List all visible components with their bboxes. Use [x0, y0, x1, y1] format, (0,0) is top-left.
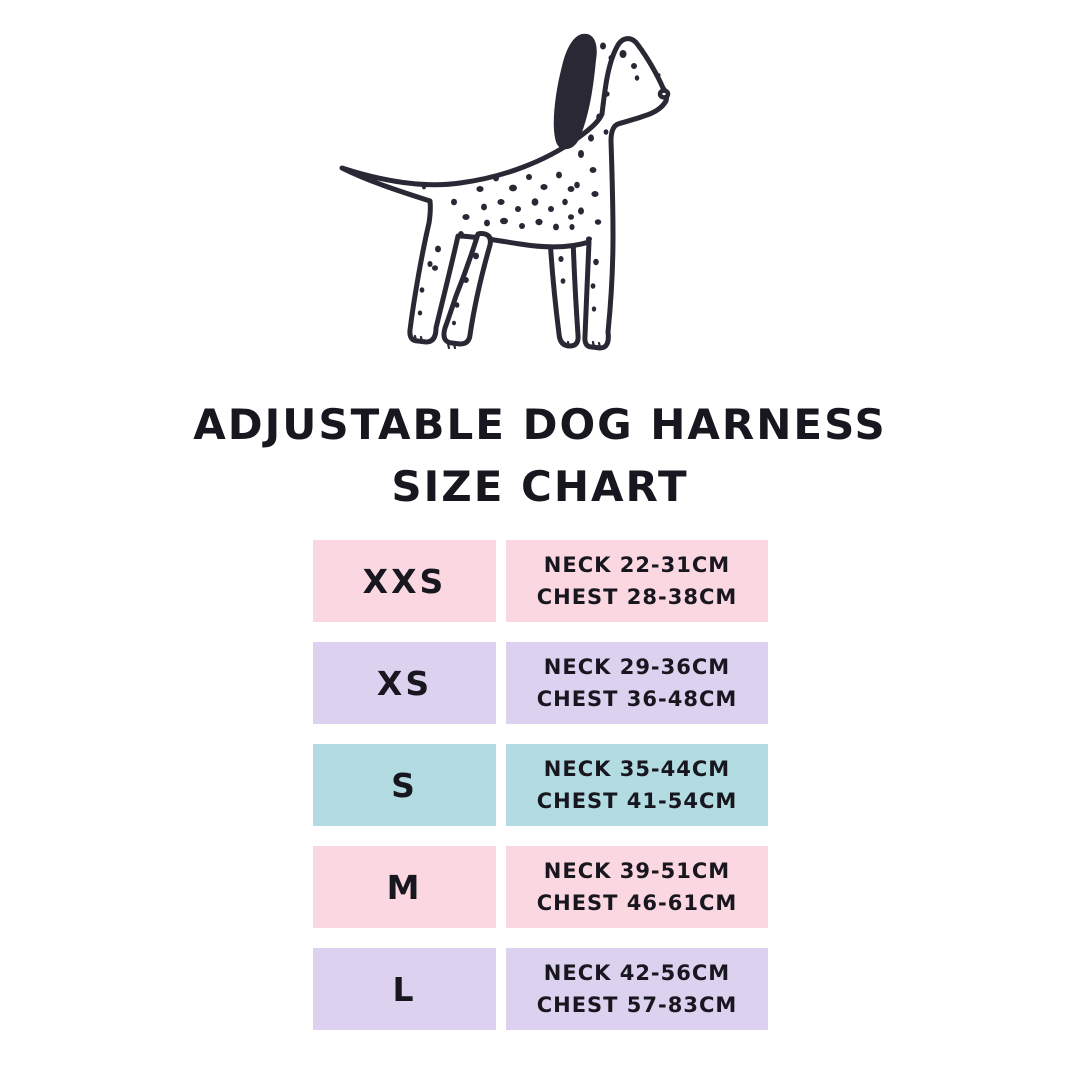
neck-measurement: NECK 35-44CM — [543, 757, 731, 781]
neck-measurement: NECK 29-36CM — [543, 655, 731, 679]
measurement-cell: NECK 29-36CM CHEST 36-48CM — [506, 642, 768, 724]
measurement-cell: NECK 39-51CM CHEST 46-61CM — [506, 846, 768, 928]
size-row-m: M NECK 39-51CM CHEST 46-61CM — [313, 846, 768, 928]
dog-spots — [417, 42, 661, 326]
size-table: XXS NECK 22-31CM CHEST 28-38CM XS NECK 2… — [313, 540, 768, 1030]
measurement-cell: NECK 22-31CM CHEST 28-38CM — [506, 540, 768, 622]
chart-title-line1: ADJUSTABLE DOG HARNESS — [193, 400, 887, 449]
size-label: S — [313, 744, 496, 826]
chest-measurement: CHEST 28-38CM — [536, 585, 738, 609]
size-row-xxs: XXS NECK 22-31CM CHEST 28-38CM — [313, 540, 768, 622]
dalmatian-dog-illustration — [339, 33, 671, 351]
size-label: M — [313, 846, 496, 928]
chest-measurement: CHEST 41-54CM — [536, 789, 738, 813]
chart-title-line2: SIZE CHART — [391, 462, 689, 511]
size-row-xs: XS NECK 29-36CM CHEST 36-48CM — [313, 642, 768, 724]
size-row-l: L NECK 42-56CM CHEST 57-83CM — [313, 948, 768, 1030]
measurement-cell: NECK 42-56CM CHEST 57-83CM — [506, 948, 768, 1030]
dog-nose — [657, 88, 671, 100]
chest-measurement: CHEST 46-61CM — [536, 891, 738, 915]
measurement-cell: NECK 35-44CM CHEST 41-54CM — [506, 744, 768, 826]
dog-far-front-leg — [547, 235, 581, 349]
dog-toe-marks — [413, 334, 602, 350]
size-label: L — [313, 948, 496, 1030]
size-label: XS — [313, 642, 496, 724]
dog-near-hind-leg — [441, 231, 493, 347]
neck-measurement: NECK 22-31CM — [543, 553, 731, 577]
dog-ear — [553, 33, 597, 150]
chest-measurement: CHEST 57-83CM — [536, 993, 738, 1017]
chest-measurement: CHEST 36-48CM — [536, 687, 738, 711]
neck-measurement: NECK 42-56CM — [543, 961, 731, 985]
size-row-s: S NECK 35-44CM CHEST 41-54CM — [313, 744, 768, 826]
size-label: XXS — [313, 540, 496, 622]
dog-eye — [604, 91, 610, 97]
chart-title: ADJUSTABLE DOG HARNESS SIZE CHART — [0, 394, 1080, 518]
dog-body-outline — [339, 36, 670, 351]
neck-measurement: NECK 39-51CM — [543, 859, 731, 883]
